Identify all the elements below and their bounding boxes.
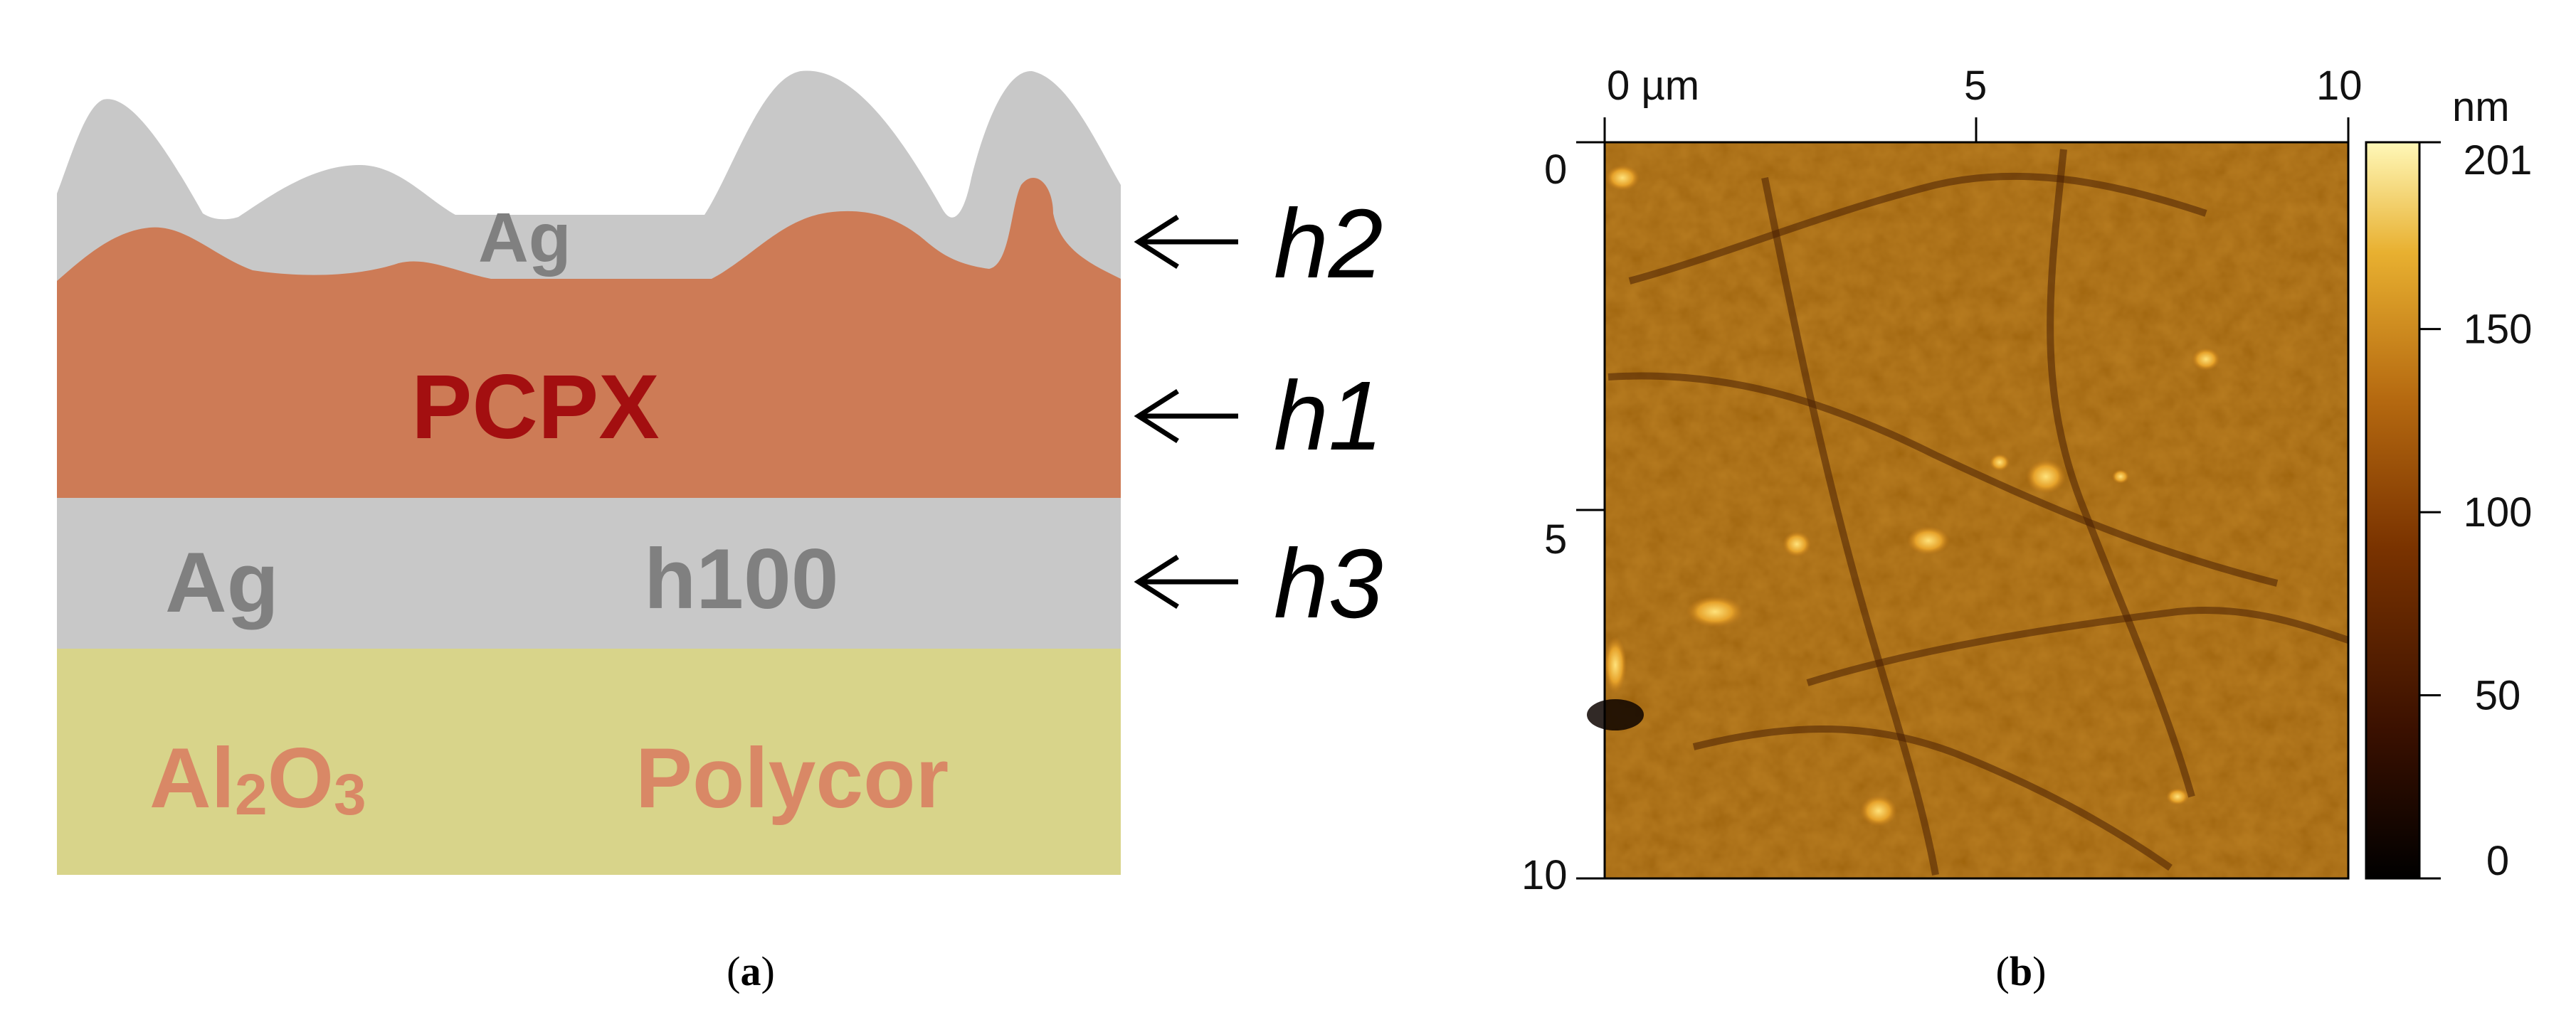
substrate-al2o3-label: Al2O3 [149,730,366,827]
y-tick-10: 10 [1521,852,1568,898]
afm-particles [1604,165,2220,826]
colorbar-tick-labels: 201 150 100 50 0 [2464,137,2533,884]
y-tick-5: 5 [1544,516,1567,563]
colorbar-tick-label: 150 [2464,307,2533,353]
ag-bottom-layer [57,498,1121,649]
panel-a: Ag PCPX Ag h100 Al2O3 Polycor h2 h1 h3 (… [57,70,1383,994]
colorbar-tick-label: 0 [2486,838,2509,884]
colorbar [2365,141,2421,880]
h2-label: h2 [1274,189,1383,299]
caption-a: (a) [727,948,775,994]
substrate-polycor-label: Polycor [635,730,949,826]
x-tick-10: 10 [2316,63,2363,109]
arrow-h3 [1134,555,1238,609]
caption-b: (b) [1996,948,2047,994]
arrow-h1 [1134,389,1238,443]
colorbar-tick-label: 201 [2464,137,2533,184]
x-tick-0: 0 µm [1607,63,1699,109]
y-tick-0: 0 [1544,147,1567,193]
afm-left-axis [1576,141,1605,880]
colorbar-ticks [2419,141,2441,880]
afm-top-axis [1603,117,2350,142]
pcpx-layer [57,177,1121,498]
afm-dark-spot [1587,699,1644,730]
colorbar-tick-label: 100 [2464,489,2533,536]
h3-label: h3 [1274,529,1383,639]
substrate-layer [57,647,1121,875]
ag-top-label: Ag [478,198,571,277]
colorbar-unit: nm [2452,84,2510,130]
afm-image [1587,141,2350,880]
h1-label: h1 [1274,361,1383,471]
arrow-h2 [1134,215,1238,269]
colorbar-tick-label: 50 [2475,673,2521,719]
ag-bottom-left-label: Ag [165,535,279,630]
panel-b: 0 µm 5 10 0 5 10 nm 201 150 100 50 0 (b) [1521,63,2532,994]
ag-bottom-right-label: h100 [644,531,839,627]
x-tick-5: 5 [1964,63,1987,109]
pcpx-label: PCPX [411,356,660,458]
